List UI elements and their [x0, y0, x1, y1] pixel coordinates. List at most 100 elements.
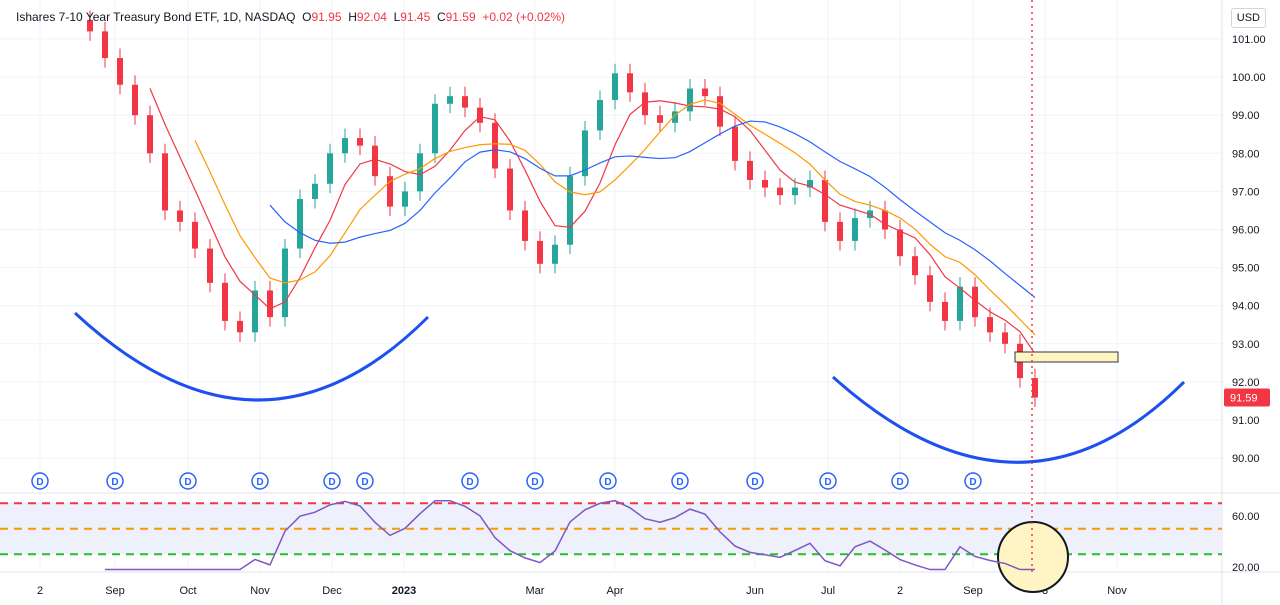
- rsi-tick-label: 60.00: [1232, 511, 1260, 523]
- x-tick-label: Sep: [105, 585, 125, 597]
- y-tick-label: 93.00: [1232, 339, 1260, 351]
- currency-button[interactable]: USD: [1230, 8, 1266, 28]
- y-tick-label: 100.00: [1232, 72, 1266, 84]
- candle: [987, 317, 993, 333]
- candle: [432, 103, 438, 154]
- candle: [177, 210, 183, 222]
- candle: [447, 96, 453, 104]
- y-tick-label: 101.00: [1232, 34, 1266, 46]
- x-tick-label: Nov: [1107, 585, 1127, 597]
- candle: [492, 122, 498, 169]
- open-label: O: [302, 10, 312, 24]
- candle: [192, 221, 198, 249]
- dividend-marker: [526, 472, 544, 490]
- candle: [387, 176, 393, 207]
- candle: [477, 107, 483, 123]
- candle: [87, 19, 93, 32]
- dividend-marker-label: D: [969, 477, 976, 488]
- dividend-marker: [891, 472, 909, 490]
- dividend-marker-label: D: [361, 477, 368, 488]
- x-tick-label: Sep: [963, 585, 983, 597]
- candle: [102, 31, 108, 59]
- candle: [702, 88, 708, 97]
- high-label: H: [348, 10, 357, 24]
- resistance-box: [1014, 351, 1119, 363]
- x-tick-label: 2: [37, 585, 43, 597]
- dividend-marker-label: D: [328, 477, 335, 488]
- dividend-marker: [671, 472, 689, 490]
- dividend-marker: [106, 472, 124, 490]
- candle: [207, 248, 213, 283]
- candle: [882, 210, 888, 230]
- candle: [522, 210, 528, 241]
- x-tick-label: Nov: [250, 585, 270, 597]
- y-tick-label: 94.00: [1232, 301, 1260, 313]
- candle: [372, 145, 378, 177]
- dividend-marker-label: D: [184, 477, 191, 488]
- low-label: L: [393, 10, 401, 24]
- candle: [852, 218, 858, 241]
- candle: [147, 115, 153, 154]
- candle: [792, 187, 798, 196]
- y-tick-label: 91.00: [1232, 415, 1260, 427]
- candle: [972, 286, 978, 318]
- dividend-marker-label: D: [676, 477, 683, 488]
- candle: [312, 183, 318, 200]
- candle: [357, 138, 363, 146]
- candle: [297, 199, 303, 249]
- candle: [672, 111, 678, 123]
- symbol-legend: Ishares 7-10 Year Treasury Bond ETF, 1D,…: [16, 10, 565, 24]
- candle: [132, 84, 138, 116]
- x-tick-label: 3: [1042, 585, 1048, 597]
- close-value: 91.59: [445, 10, 476, 24]
- candle: [732, 126, 738, 161]
- high-value: 92.04: [356, 10, 387, 24]
- rsi-line: [105, 499, 1035, 571]
- candle: [507, 168, 513, 211]
- candle: [837, 221, 843, 241]
- dividend-marker-label: D: [531, 477, 538, 488]
- last-price-label: 91.59: [1230, 393, 1258, 405]
- dividend-marker: [819, 472, 837, 490]
- low-value: 91.45: [400, 10, 431, 24]
- candle: [117, 58, 123, 85]
- candle: [822, 179, 828, 222]
- dividend-marker-label: D: [751, 477, 758, 488]
- x-tick-label: Mar: [526, 585, 545, 597]
- dividend-marker-label: D: [466, 477, 473, 488]
- rounded-bottom-arc: [73, 311, 430, 402]
- dividend-marker-label: D: [896, 477, 903, 488]
- candle: [1032, 378, 1038, 398]
- y-tick-label: 99.00: [1232, 110, 1260, 122]
- x-tick-label: Dec: [322, 585, 342, 597]
- x-tick-label: Jun: [746, 585, 764, 597]
- candle: [762, 179, 768, 188]
- candle: [252, 290, 258, 333]
- candle: [777, 187, 783, 196]
- candle: [342, 138, 348, 154]
- dividend-marker-label: D: [111, 477, 118, 488]
- candle: [957, 286, 963, 321]
- candle: [927, 275, 933, 302]
- candle: [462, 96, 468, 108]
- candle: [552, 244, 558, 264]
- highlight-circle: [997, 521, 1069, 593]
- candle: [162, 153, 168, 211]
- rsi-tick-label: 20.00: [1232, 562, 1260, 574]
- open-value: 91.95: [311, 10, 342, 24]
- candle: [417, 153, 423, 192]
- candle: [807, 179, 813, 188]
- y-tick-label: 95.00: [1232, 263, 1260, 275]
- x-tick-label: Oct: [179, 585, 196, 597]
- candle: [582, 130, 588, 177]
- candle: [222, 282, 228, 321]
- dividend-marker: [179, 472, 197, 490]
- candle: [627, 73, 633, 93]
- dividend-marker-label: D: [824, 477, 831, 488]
- x-tick-label: 2: [897, 585, 903, 597]
- dividend-marker: [599, 472, 617, 490]
- candle: [267, 290, 273, 318]
- dividend-marker: [323, 472, 341, 490]
